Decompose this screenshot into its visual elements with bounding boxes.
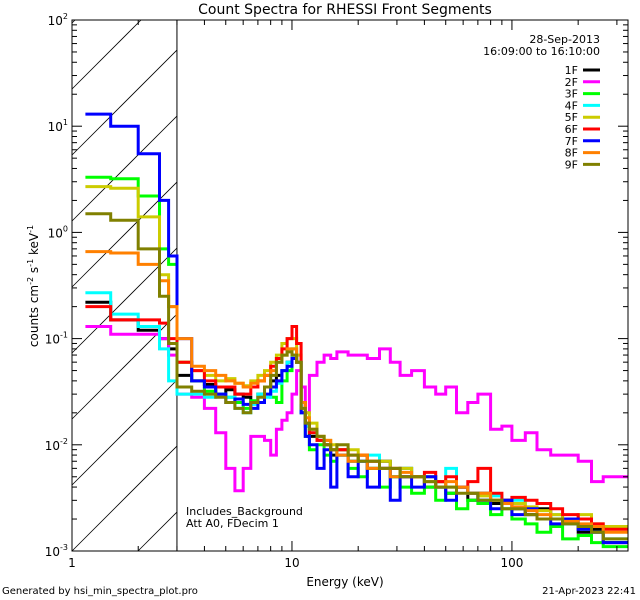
legend-date: 28-Sep-2013 <box>529 33 600 46</box>
legend-label-7F: 7F <box>565 135 578 148</box>
series-line-3F <box>85 175 628 549</box>
hatch-line <box>71 19 142 90</box>
y-tick-label: 10-3 <box>45 543 68 559</box>
series-line-7F <box>85 112 628 545</box>
y-tick-label: 101 <box>48 118 68 134</box>
hatch-line <box>71 313 178 420</box>
hatch-line <box>71 445 178 552</box>
legend-label-9F: 9F <box>565 158 578 171</box>
legend-time-range: 16:09:00 to 16:10:00 <box>483 45 600 58</box>
x-tick-label: 100 <box>500 556 523 570</box>
x-tick-label: 10 <box>284 556 299 570</box>
series-line-8F <box>85 250 628 534</box>
series-group <box>85 112 628 549</box>
y-axis-label: counts cm-2 s-1 keV-1 <box>26 225 41 347</box>
legend-label-2F: 2F <box>565 76 578 89</box>
hatch-line <box>71 49 178 156</box>
series-line-9F <box>85 212 628 541</box>
legend-label-3F: 3F <box>565 88 578 101</box>
footer-generated-by: Generated by hsi_min_spectra_plot.pro <box>2 586 198 597</box>
x-tick-label: 1 <box>68 556 76 570</box>
annotation-background: Includes_Background <box>186 505 303 518</box>
chart-title: Count Spectra for RHESSI Front Segments <box>198 2 492 18</box>
y-tick-label: 100 <box>48 224 68 240</box>
legend-label-4F: 4F <box>565 99 578 112</box>
x-axis-label: Energy (keV) <box>306 575 383 589</box>
legend-label-8F: 8F <box>565 147 578 160</box>
series-line-2F <box>85 325 628 493</box>
hatch-line <box>137 511 178 552</box>
axes: 1 10 100 10-3 10-2 10-1 100 101 102 <box>45 12 629 570</box>
plot-frame <box>71 19 629 552</box>
series-line-4F <box>85 291 628 541</box>
legend-label-6F: 6F <box>565 123 578 136</box>
legend-label-1F: 1F <box>565 64 578 77</box>
annotation-attenuator: Att A0, FDecim 1 <box>186 517 279 530</box>
footer-timestamp: 21-Apr-2023 22:41 <box>542 586 636 597</box>
hatch-line <box>71 181 178 288</box>
hatch-line <box>71 115 178 222</box>
y-tick-label: 10-1 <box>45 331 68 347</box>
legend-label-5F: 5F <box>565 111 578 124</box>
hatch-line <box>71 379 178 486</box>
excluded-region-hatch <box>71 19 178 552</box>
y-tick-label: 10-2 <box>45 437 68 453</box>
y-tick-label: 102 <box>48 12 68 28</box>
